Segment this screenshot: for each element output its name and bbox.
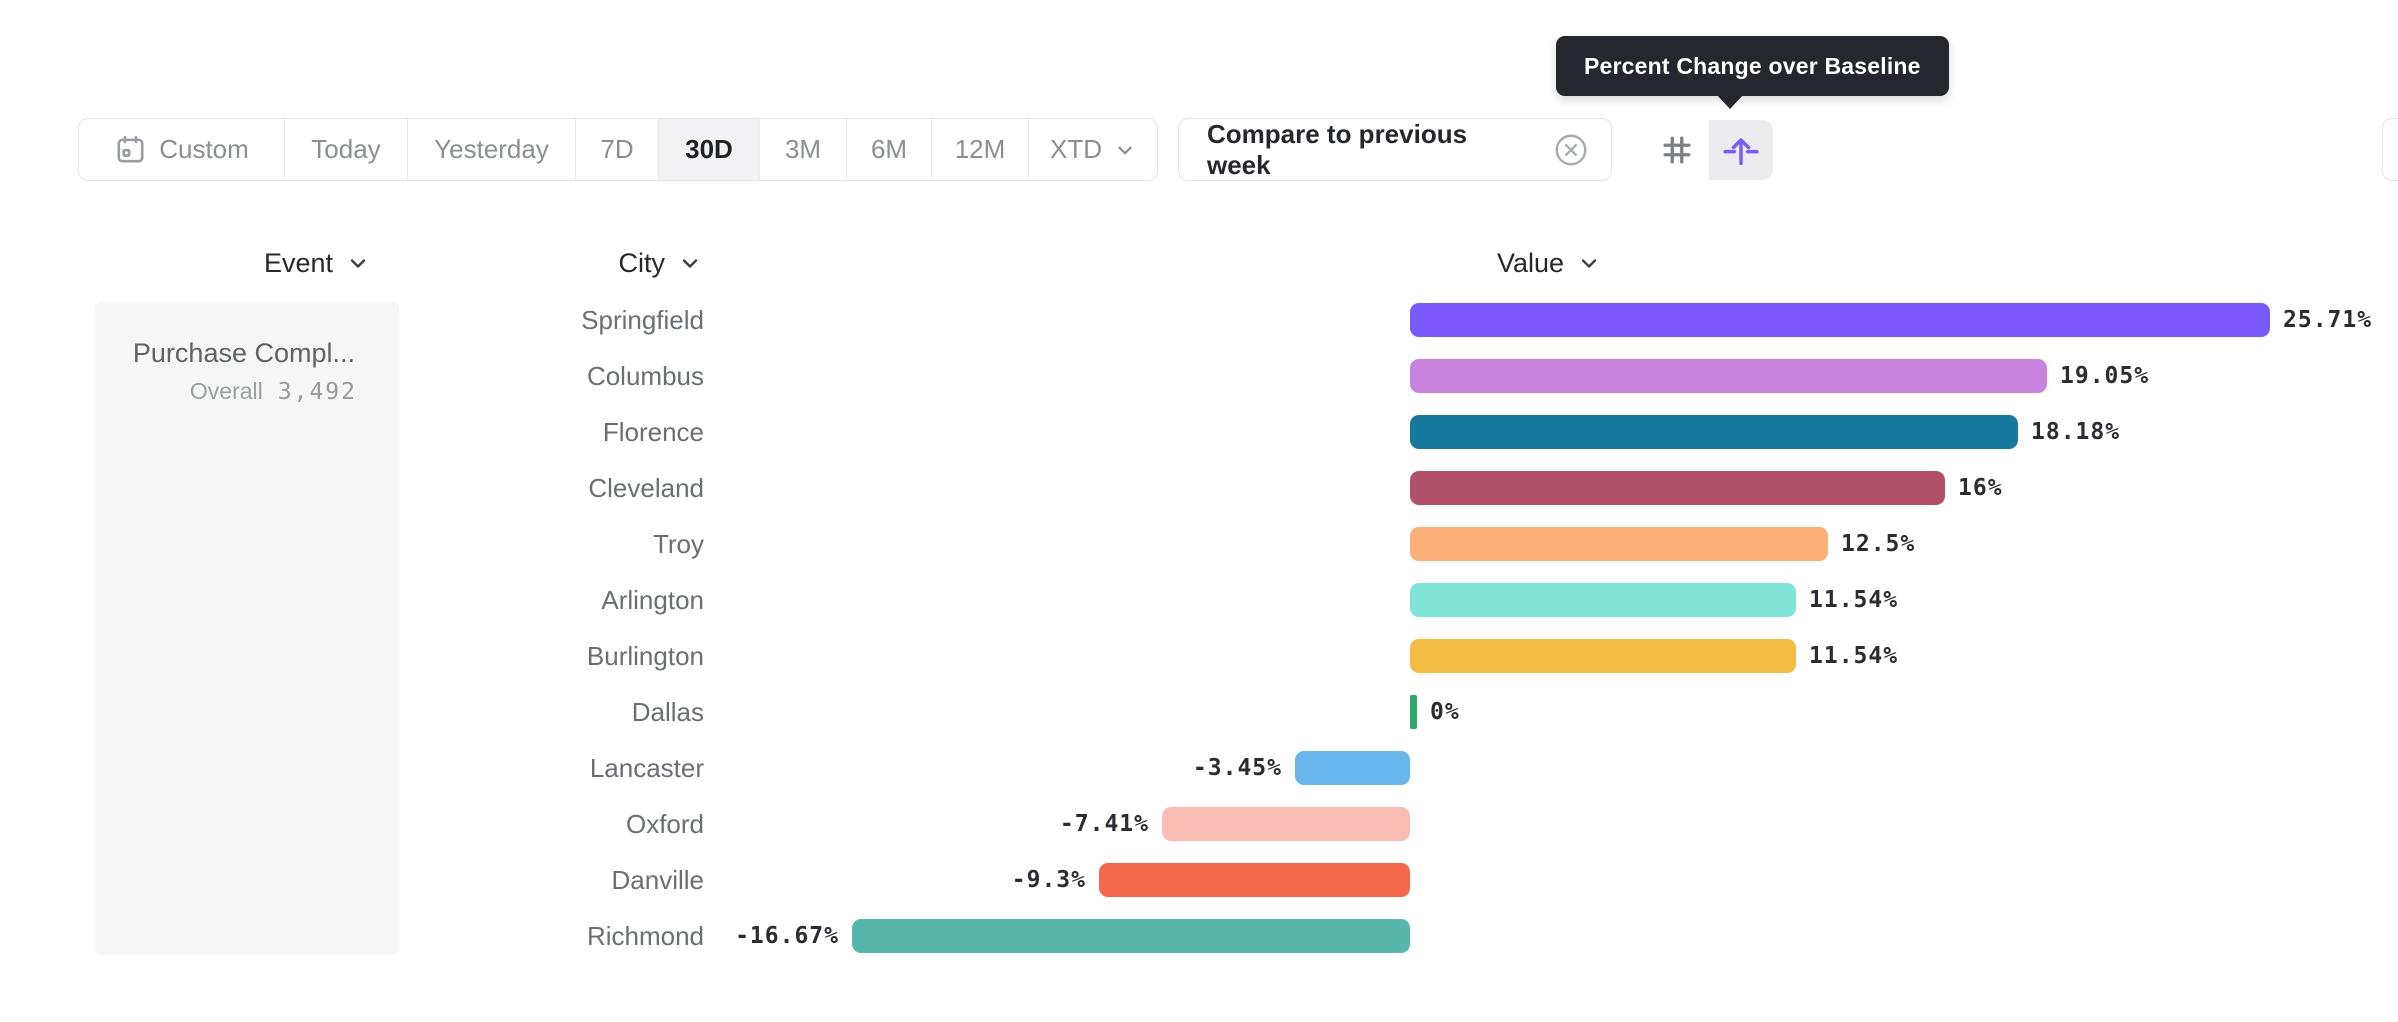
baseline-arrow-icon — [1721, 130, 1761, 170]
value-bar[interactable] — [1410, 527, 1828, 561]
value-bar[interactable] — [1099, 863, 1410, 897]
chart-row: Columbus 19.05% — [0, 348, 2398, 404]
compare-chip-label: Compare to previous week — [1207, 118, 1468, 180]
range-button-xtd[interactable]: XTD — [1029, 119, 1157, 180]
chart-row: Florence 18.18% — [0, 404, 2398, 460]
range-button-7d[interactable]: 7D — [576, 119, 659, 180]
event-name: Purchase Compl... — [132, 338, 355, 368]
value-bar[interactable] — [852, 919, 1410, 953]
city-label: Springfield — [581, 305, 704, 335]
chevron-down-icon — [678, 251, 702, 275]
bar-value-label: 12.5% — [1841, 531, 1916, 557]
column-header-label: Event — [263, 247, 333, 278]
range-button-yesterday[interactable]: Yesterday — [408, 119, 576, 180]
edge-clipped-button[interactable] — [2382, 118, 2398, 181]
chart-row: Burlington 11.54% — [0, 628, 2398, 684]
range-label: XTD — [1050, 134, 1102, 164]
value-bar[interactable] — [1410, 583, 1796, 617]
overall-value: 3,492 — [277, 379, 357, 405]
column-header-label: City — [618, 247, 666, 278]
event-overall-row: Overall 3,492 — [190, 378, 357, 405]
range-label: Yesterday — [434, 134, 549, 164]
bar-value-label: 18.18% — [2031, 419, 2121, 445]
value-bar[interactable] — [1410, 415, 2018, 449]
chart-row: Arlington 11.54% — [0, 572, 2398, 628]
range-label: 12M — [954, 134, 1006, 164]
bar-value-label: 25.71% — [2283, 307, 2373, 333]
bar-value-label: -7.41% — [1059, 811, 1149, 837]
chevron-down-icon — [1114, 139, 1136, 161]
chevron-down-icon — [1577, 251, 1601, 275]
chart-row: Oxford -7.41% — [0, 796, 2398, 852]
range-button-12m[interactable]: 12M — [932, 119, 1029, 180]
bar-value-label: 0% — [1430, 699, 1460, 725]
city-label: Troy — [652, 529, 704, 559]
column-header-city[interactable]: City — [590, 246, 702, 280]
chart-row: Springfield 25.71% — [0, 292, 2398, 348]
value-bar[interactable] — [1410, 303, 2270, 337]
value-bar[interactable] — [1410, 359, 2047, 393]
event-panel[interactable]: Purchase Compl... Overall 3,492 — [95, 302, 399, 955]
range-label: Today — [311, 134, 381, 164]
city-label: Burlington — [586, 641, 704, 671]
range-button-custom[interactable]: Custom — [79, 119, 285, 180]
chart-row: Cleveland 16% — [0, 460, 2398, 516]
range-label: 30D — [685, 134, 733, 164]
bar-value-label: 19.05% — [2060, 363, 2150, 389]
value-bar[interactable] — [1410, 639, 1796, 673]
chevron-down-icon — [346, 251, 370, 275]
date-range-control: Custom Today Yesterday 7D 30D 3M 6M 12M … — [78, 118, 1158, 181]
tooltip-caret — [1716, 94, 1744, 109]
value-bar[interactable] — [1162, 807, 1410, 841]
bar-value-label: -9.3% — [1011, 867, 1086, 893]
city-label: Cleveland — [588, 473, 704, 503]
tooltip-text: Percent Change over Baseline — [1584, 52, 1921, 79]
grid-view-button[interactable] — [1645, 120, 1709, 180]
value-bar[interactable] — [1295, 751, 1410, 785]
city-label: Columbus — [586, 361, 704, 391]
chart-row: Dallas 0% — [0, 684, 2398, 740]
chart-row: Danville -9.3% — [0, 852, 2398, 908]
range-button-3m[interactable]: 3M — [760, 119, 847, 180]
bar-value-label: 16% — [1958, 475, 2003, 501]
calendar-icon — [114, 133, 147, 166]
chart-row: Lancaster -3.45% — [0, 740, 2398, 796]
view-toggle — [1645, 120, 1773, 180]
range-button-30d[interactable]: 30D — [659, 119, 760, 180]
city-label: Danville — [611, 865, 705, 895]
city-label: Dallas — [631, 697, 704, 727]
value-bar[interactable] — [1410, 471, 1945, 505]
city-label: Arlington — [601, 585, 704, 615]
bar-value-label: 11.54% — [1809, 587, 1899, 613]
chart-row: Richmond -16.67% — [0, 908, 2398, 964]
tooltip: Percent Change over Baseline — [1556, 36, 1949, 96]
circle-x-icon[interactable] — [1553, 132, 1589, 168]
compare-chip[interactable]: Compare to previous week — [1178, 118, 1612, 181]
value-bar[interactable] — [1410, 695, 1417, 729]
range-button-today[interactable]: Today — [285, 119, 408, 180]
grid-icon — [1658, 131, 1696, 169]
range-label: 6M — [870, 134, 908, 164]
bar-value-label: 11.54% — [1809, 643, 1899, 669]
column-header-event[interactable]: Event — [258, 246, 370, 280]
city-label: Florence — [602, 417, 704, 447]
column-header-value[interactable]: Value — [1497, 246, 1601, 280]
baseline-view-button[interactable] — [1709, 120, 1773, 180]
city-label: Richmond — [586, 921, 704, 951]
bar-value-label: -16.67% — [735, 923, 839, 949]
city-label: Oxford — [625, 809, 704, 839]
range-button-6m[interactable]: 6M — [847, 119, 932, 180]
range-label: 7D — [600, 134, 634, 164]
overall-label: Overall — [189, 378, 263, 404]
city-label: Lancaster — [589, 753, 704, 783]
column-header-label: Value — [1497, 247, 1565, 278]
range-label: Custom — [159, 134, 249, 164]
chart-row: Troy 12.5% — [0, 516, 2398, 572]
bar-value-label: -3.45% — [1192, 755, 1282, 781]
range-label: 3M — [784, 134, 822, 164]
